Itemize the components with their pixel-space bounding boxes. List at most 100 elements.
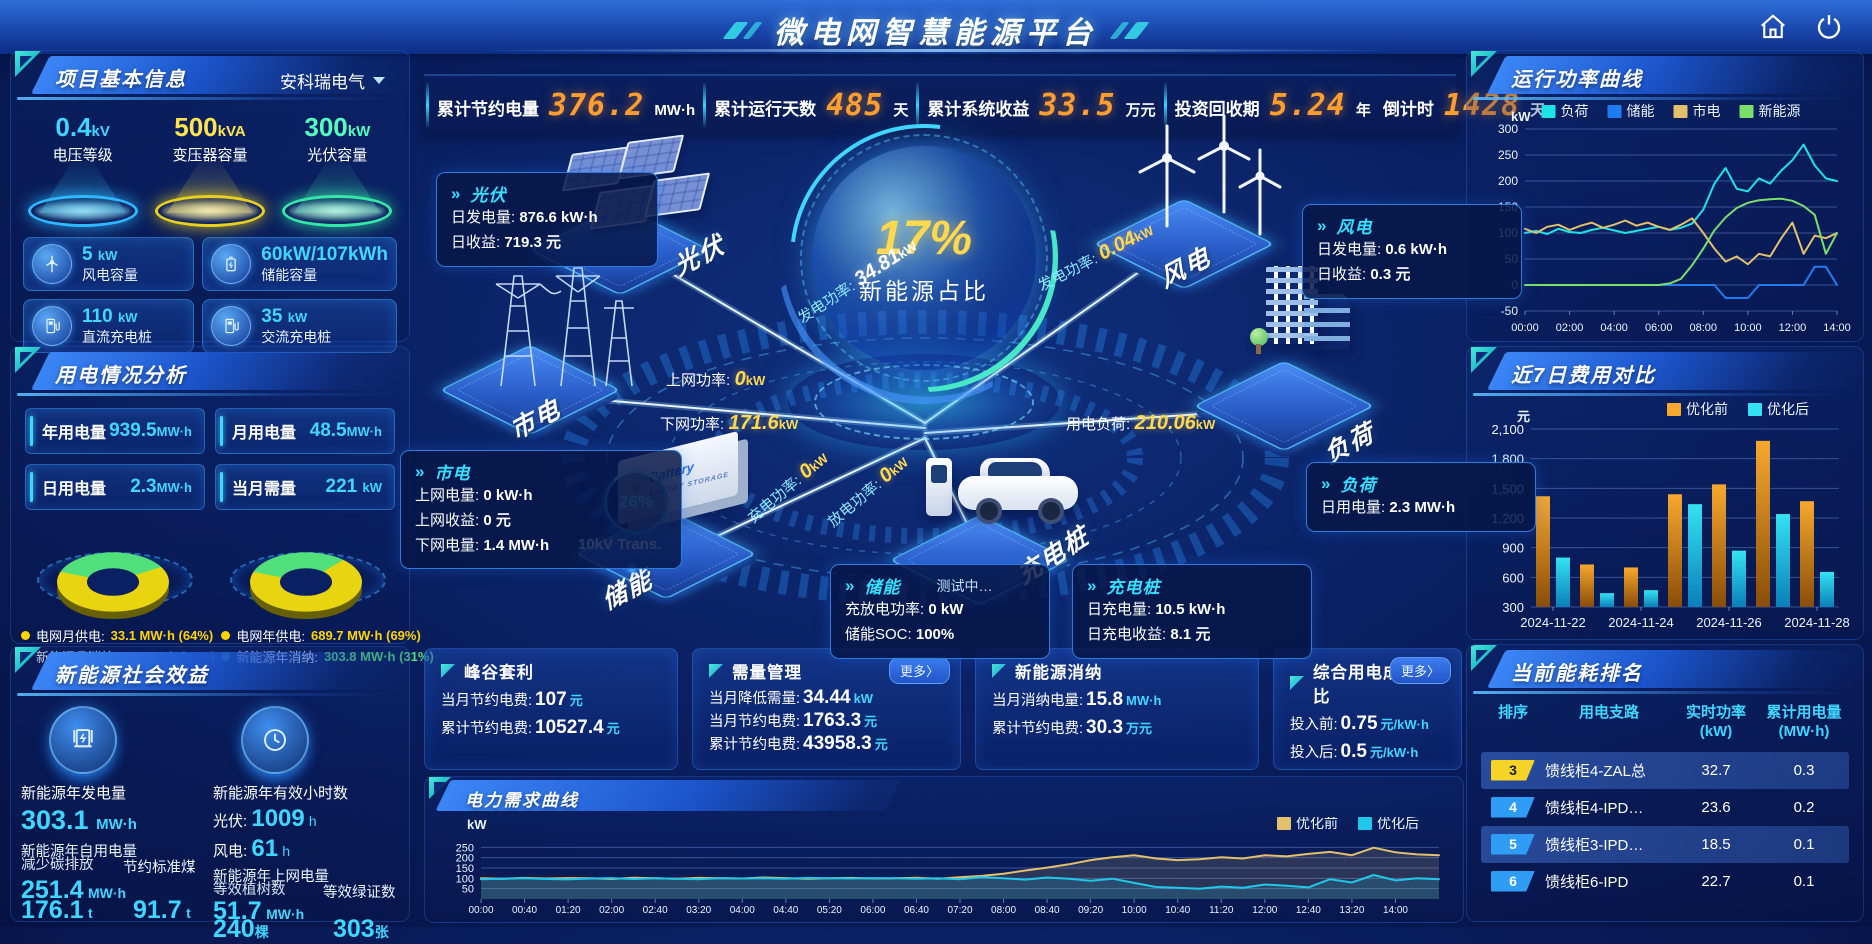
table-row[interactable]: 5 馈线柜3-IPD… 18.5 0.1 bbox=[1481, 825, 1849, 863]
svg-text:优化后: 优化后 bbox=[1767, 401, 1809, 417]
power-icon[interactable] bbox=[1814, 12, 1844, 42]
more-button[interactable]: 更多〉 bbox=[888, 657, 950, 684]
stat-ac-charger: 35 kW 交流充电桩 bbox=[202, 299, 397, 353]
flow-unit: kW bbox=[745, 373, 766, 388]
card-demand-management: 需量管理 更多〉 当月降低需量: 34.44 kW 当月节约电费: 1763.3 元 累… bbox=[692, 648, 961, 770]
kpi-value: 376.2 bbox=[549, 87, 645, 123]
stat-unit: h bbox=[308, 813, 317, 829]
donut-month bbox=[29, 526, 199, 622]
row-unit: 元 bbox=[569, 693, 583, 708]
panel-power-analysis: 用电情况分析 年用电量 939.5MW·h 月用电量 48.5MW·h 日用电量… bbox=[10, 346, 434, 665]
card-cost-comparison: 综合用电成本对比 更多〉 投入前: 0.75 元/kW·h 投入后: 0.5 元/kW·… bbox=[1273, 648, 1462, 770]
stat-unit: MW·h bbox=[156, 424, 192, 439]
card-arrow-icon: » bbox=[451, 183, 461, 203]
home-icon[interactable] bbox=[1758, 12, 1788, 42]
panel-corner-icon bbox=[1471, 51, 1497, 77]
stat-label: 当月需量 bbox=[232, 481, 297, 498]
stat-label: 风电容量 bbox=[82, 267, 138, 284]
row-label: 投入前: bbox=[1290, 717, 1338, 733]
cone-label: 变压器容量 bbox=[172, 147, 248, 164]
card-row-label: 日收益: bbox=[1317, 265, 1367, 283]
capacity-cones: 0.4kV 电压等级 500kVA 变压器容量 300kW 光伏容量 bbox=[11, 98, 409, 227]
panel-power-analysis-header: 用电情况分析 bbox=[15, 347, 420, 396]
stat-month-demand: 当月需量 221 kW bbox=[215, 464, 395, 510]
card-title: 峰谷套利 bbox=[464, 664, 534, 682]
card-row-label: 充放电功率: bbox=[845, 601, 925, 618]
legend-label: 电网月供电: bbox=[36, 629, 105, 644]
flow-unit: kW bbox=[778, 417, 799, 432]
more-button[interactable]: 更多〉 bbox=[1389, 657, 1451, 684]
social-col-hours: 新能源年有效小时数 光伏: 1009 h 风电: 61 h 新能源年上网电量 等… bbox=[213, 706, 399, 943]
panel-title: 电力需求曲线 bbox=[465, 791, 579, 810]
row-value: 107 bbox=[535, 689, 567, 710]
company-selector[interactable]: 安科瑞电气 bbox=[280, 68, 385, 93]
kpi-label: 累计系统收益 bbox=[927, 99, 1030, 119]
table-row[interactable]: 3 馈线柜4-ZAL总 32.7 0.3 bbox=[1481, 751, 1849, 789]
row-unit: 元/kW·h bbox=[1380, 717, 1429, 732]
stat-unit: MW·h bbox=[156, 480, 192, 495]
stat-unit: kW bbox=[117, 310, 138, 326]
title-decor-right bbox=[1109, 21, 1150, 39]
title-decor-left bbox=[722, 21, 763, 39]
pv-info-card: » 光伏 日发电量: 876.6 kW·h 日收益: 719.3 元 bbox=[436, 172, 658, 267]
stat-unit: MW·h bbox=[266, 906, 305, 922]
card-row-value: 1.4 MW·h bbox=[483, 536, 550, 554]
panel-energy-rank: 当前能耗排名 排序 用电支路 实时功率 (kW) 累计用电量 (MW·h) 3 馈线… bbox=[1466, 644, 1864, 922]
rank-badge: 3 bbox=[1491, 759, 1535, 781]
svg-text:02:00: 02:00 bbox=[1556, 322, 1584, 334]
table-body: 3 馈线柜4-ZAL总 32.7 0.3 4 馈线柜4-IPD… 23.6 0.… bbox=[1481, 751, 1849, 904]
cone-unit: kVA bbox=[217, 123, 246, 140]
card-title: 光伏 bbox=[470, 186, 507, 205]
row-label: 投入后: bbox=[1290, 745, 1338, 761]
benefit-cards-row: 峰谷套利 当月节约电费: 107 元 累计节约电费: 10527.4 元 需量管理 更多… bbox=[424, 648, 1462, 770]
wind-turbines-icon bbox=[1138, 114, 1282, 236]
svg-text:14:00: 14:00 bbox=[1823, 322, 1851, 334]
stat-unit: MW·h bbox=[88, 885, 127, 901]
svg-text:900: 900 bbox=[1502, 541, 1524, 556]
row-unit: 元 bbox=[606, 721, 620, 736]
kpi-value: 5.24 bbox=[1269, 87, 1346, 123]
row-label: 累计节约电费: bbox=[441, 721, 533, 737]
donut-year bbox=[222, 526, 392, 622]
svg-text:09:20: 09:20 bbox=[1078, 905, 1103, 916]
stat-unit: MW·h bbox=[346, 424, 382, 439]
svg-text:11:20: 11:20 bbox=[1209, 905, 1234, 916]
row-unit: 万元 bbox=[1126, 721, 1153, 736]
stat-value: 110 bbox=[82, 306, 113, 328]
stat-value: 35 bbox=[261, 306, 283, 328]
stat-dc-charger: 110 kW 直流充电桩 bbox=[23, 299, 195, 353]
table-row[interactable]: 6 馈线柜6-IPD 22.7 0.1 bbox=[1481, 863, 1849, 900]
kpi-value: 485 bbox=[826, 87, 884, 123]
cell-branch: 馈线柜6-IPD bbox=[1545, 873, 1629, 891]
cell-energy: 0.1 bbox=[1793, 872, 1815, 890]
kpi-bar: 累计节约电量 376.2 MW·h 累计运行天数 485 天 累计系统收益 33… bbox=[424, 74, 1545, 134]
panel-title: 新能源社会效益 bbox=[55, 665, 209, 687]
table-row[interactable]: 4 馈线柜4-IPD… 23.6 0.2 bbox=[1481, 789, 1849, 826]
column-header-power: 实时功率 (kW) bbox=[1685, 704, 1746, 740]
card-row-value: 0 kW·h bbox=[483, 487, 533, 504]
panel-title: 项目基本信息 bbox=[55, 69, 187, 91]
panel-demand-curve: 电力需求曲线 50 100 150 200 250 00:00 00:40 01:20 02:0… bbox=[424, 776, 1464, 923]
row-value: 1763.3 bbox=[803, 710, 862, 731]
svg-text:2024-11-22: 2024-11-22 bbox=[1520, 615, 1586, 630]
microgrid-topology-diagram: 17% 新能源占比 Battery ENERGY STORAG bbox=[400, 63, 1536, 659]
card-row-label: 日充电量: bbox=[1087, 601, 1152, 618]
stat-unit: t bbox=[88, 905, 93, 921]
column-header-branch: 用电支路 bbox=[1578, 704, 1639, 721]
svg-text:2024-11-28: 2024-11-28 bbox=[1784, 615, 1850, 630]
flow-label: 用电负荷: bbox=[1066, 416, 1131, 433]
panel-corner-icon bbox=[15, 347, 41, 373]
svg-text:2,100: 2,100 bbox=[1491, 422, 1524, 437]
stat-sublabel: 风电: bbox=[213, 843, 248, 860]
stat-unit: kW bbox=[97, 248, 118, 264]
panel-title: 当前能耗排名 bbox=[1511, 663, 1643, 685]
card-row-label: 日发电量: bbox=[1317, 241, 1382, 258]
card-row-label: 上网电量: bbox=[415, 487, 480, 504]
panel-power-curve-header: 运行功率曲线 bbox=[1471, 51, 1872, 100]
stat-label: 等效绿证数 bbox=[323, 885, 396, 901]
stat-label: 减少碳排放 bbox=[21, 857, 94, 873]
kpi-payback-period: 投资回收期 5.24 年 bbox=[1169, 88, 1377, 123]
kpi-value: 33.5 bbox=[1039, 87, 1116, 123]
card-flag-icon bbox=[441, 664, 455, 678]
stat-label: 节约标准煤 bbox=[123, 860, 196, 876]
